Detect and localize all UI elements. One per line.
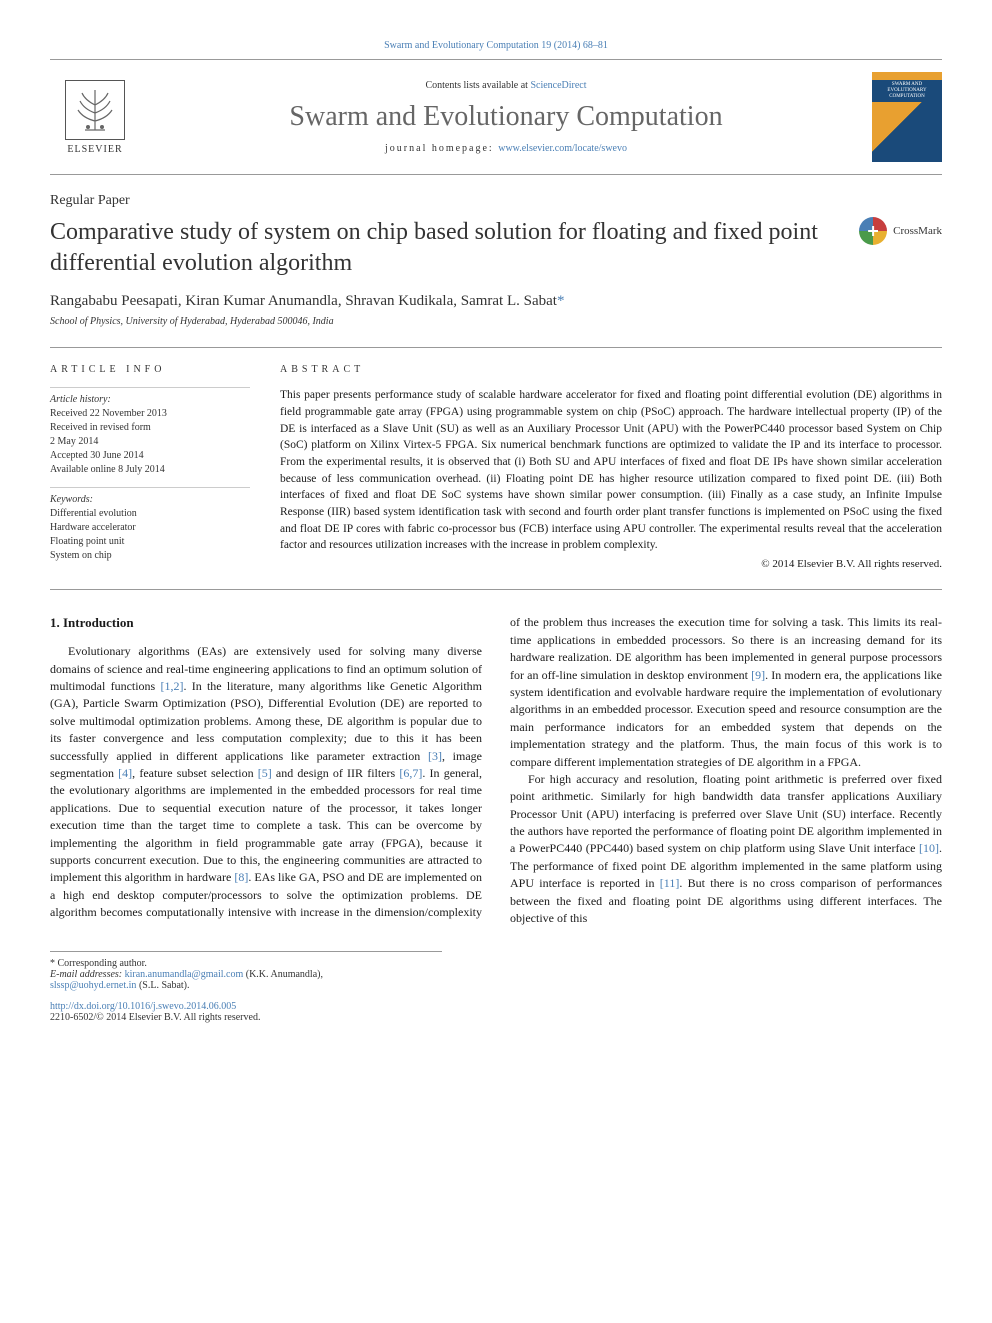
abstract-text: This paper presents performance study of… bbox=[280, 387, 942, 554]
authors-list: Rangababu Peesapati, Kiran Kumar Anumand… bbox=[50, 293, 557, 309]
citation-header: Swarm and Evolutionary Computation 19 (2… bbox=[50, 40, 942, 51]
doi-line: http://dx.doi.org/10.1016/j.swevo.2014.0… bbox=[50, 1001, 942, 1012]
body-span: For high accuracy and resolution, floati… bbox=[510, 772, 942, 856]
email-line: E-mail addresses: kiran.anumandla@gmail.… bbox=[50, 969, 442, 980]
body-span: , feature subset selection bbox=[132, 766, 258, 780]
corresponding-note: * Corresponding author. bbox=[50, 958, 442, 969]
body-text: 1. Introduction Evolutionary algorithms … bbox=[50, 614, 942, 927]
journal-title: Swarm and Evolutionary Computation bbox=[140, 101, 872, 133]
citation-link[interactable]: Swarm and Evolutionary Computation 19 (2… bbox=[384, 40, 608, 51]
email-line: slssp@uohyd.ernet.in (S.L. Sabat). bbox=[50, 980, 442, 991]
body-span: . In modern era, the applications like s… bbox=[510, 668, 942, 769]
authors: Rangababu Peesapati, Kiran Kumar Anumand… bbox=[50, 293, 942, 310]
homepage-line: journal homepage: www.elsevier.com/locat… bbox=[140, 143, 872, 154]
ref-link[interactable]: [8] bbox=[234, 870, 248, 884]
journal-center: Contents lists available at ScienceDirec… bbox=[140, 80, 872, 154]
email-label: E-mail addresses: bbox=[50, 969, 125, 980]
elsevier-tree-icon bbox=[65, 80, 125, 140]
corresponding-marker: * bbox=[557, 293, 565, 309]
article-info-heading: ARTICLE INFO bbox=[50, 364, 250, 375]
contents-prefix: Contents lists available at bbox=[425, 80, 530, 91]
ref-link[interactable]: [3] bbox=[428, 749, 442, 763]
abstract-column: ABSTRACT This paper presents performance… bbox=[280, 364, 942, 573]
publisher-name: ELSEVIER bbox=[67, 144, 122, 155]
crossmark-icon bbox=[859, 217, 887, 245]
journal-header: ELSEVIER Contents lists available at Sci… bbox=[50, 59, 942, 175]
keywords-block: Keywords: Differential evolution Hardwar… bbox=[50, 487, 250, 563]
crossmark-label: CrossMark bbox=[893, 225, 942, 237]
abstract-copyright: © 2014 Elsevier B.V. All rights reserved… bbox=[280, 558, 942, 570]
doi-link[interactable]: http://dx.doi.org/10.1016/j.swevo.2014.0… bbox=[50, 1001, 236, 1012]
paper-title: Comparative study of system on chip base… bbox=[50, 217, 859, 279]
history-block: Article history: Received 22 November 20… bbox=[50, 387, 250, 477]
email-who: (K.K. Anumandla), bbox=[243, 969, 323, 980]
intro-heading: 1. Introduction bbox=[50, 614, 482, 633]
issn-line: 2210-6502/© 2014 Elsevier B.V. All right… bbox=[50, 1012, 942, 1023]
crossmark-badge[interactable]: CrossMark bbox=[859, 217, 942, 245]
publisher-logo: ELSEVIER bbox=[50, 72, 140, 162]
history-label: Article history: bbox=[50, 394, 250, 405]
title-row: Comparative study of system on chip base… bbox=[50, 217, 942, 279]
info-abstract-row: ARTICLE INFO Article history: Received 2… bbox=[50, 347, 942, 590]
homepage-prefix: journal homepage: bbox=[385, 143, 498, 154]
journal-cover-thumb: SWARM AND EVOLUTIONARY COMPUTATION bbox=[872, 72, 942, 162]
ref-link[interactable]: [10] bbox=[919, 841, 939, 855]
contents-line: Contents lists available at ScienceDirec… bbox=[140, 80, 872, 91]
abstract-heading: ABSTRACT bbox=[280, 364, 942, 375]
sciencedirect-link[interactable]: ScienceDirect bbox=[530, 80, 586, 91]
homepage-link[interactable]: www.elsevier.com/locate/swevo bbox=[498, 143, 627, 154]
ref-link[interactable]: [9] bbox=[751, 668, 765, 682]
ref-link[interactable]: [5] bbox=[258, 766, 272, 780]
email-link[interactable]: kiran.anumandla@gmail.com bbox=[125, 969, 244, 980]
page-root: Swarm and Evolutionary Computation 19 (2… bbox=[0, 0, 992, 1053]
footnotes: * Corresponding author. E-mail addresses… bbox=[50, 951, 442, 991]
body-span: . In general, the evolutionary algorithm… bbox=[50, 766, 482, 884]
ref-link[interactable]: [1,2] bbox=[160, 679, 183, 693]
ref-link[interactable]: [6,7] bbox=[399, 766, 422, 780]
ref-link[interactable]: [4] bbox=[118, 766, 132, 780]
body-span: and design of IIR filters bbox=[272, 766, 400, 780]
paper-type: Regular Paper bbox=[50, 193, 942, 209]
email-who: (S.L. Sabat). bbox=[136, 980, 189, 991]
cover-thumb-label: SWARM AND EVOLUTIONARY COMPUTATION bbox=[872, 80, 942, 102]
body-paragraph: For high accuracy and resolution, floati… bbox=[510, 771, 942, 928]
affiliation: School of Physics, University of Hyderab… bbox=[50, 316, 942, 327]
article-info: ARTICLE INFO Article history: Received 2… bbox=[50, 364, 250, 573]
keywords-label: Keywords: bbox=[50, 494, 250, 505]
email-link[interactable]: slssp@uohyd.ernet.in bbox=[50, 980, 136, 991]
ref-link[interactable]: [11] bbox=[660, 876, 680, 890]
history-text: Received 22 November 2013 Received in re… bbox=[50, 407, 250, 477]
keywords-text: Differential evolution Hardware accelera… bbox=[50, 507, 250, 563]
